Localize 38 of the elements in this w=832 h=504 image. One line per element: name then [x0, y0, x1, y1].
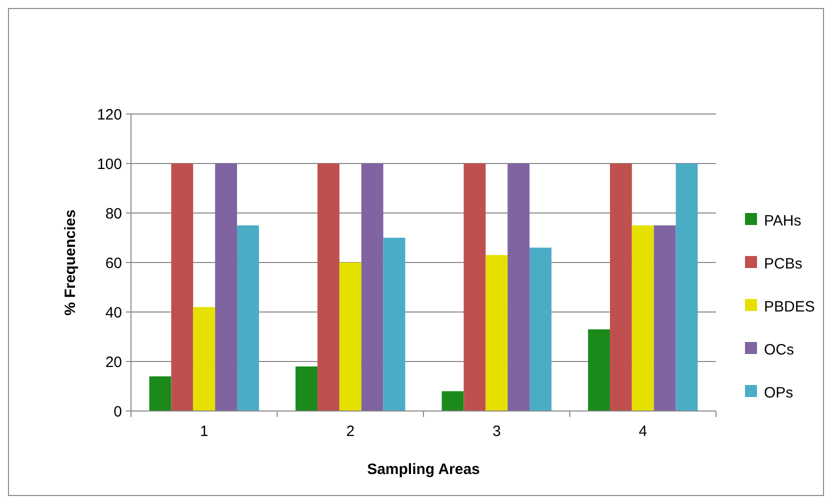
y-tick-label: 120 — [96, 106, 122, 124]
bar — [530, 248, 552, 411]
legend-label: OPs — [764, 384, 794, 402]
y-tick-label: 20 — [105, 354, 122, 371]
bar — [632, 225, 654, 411]
bar — [508, 164, 530, 411]
bar — [610, 164, 632, 411]
bar — [317, 164, 340, 411]
x-tick-label: 2 — [346, 423, 355, 440]
bar — [486, 255, 508, 411]
bar — [215, 164, 238, 411]
y-tick-label: 100 — [96, 156, 122, 173]
bar — [361, 164, 384, 411]
y-tick-label: 0 — [114, 403, 122, 420]
y-tick-label: 80 — [105, 205, 122, 222]
bar — [654, 225, 676, 411]
y-tick-label: 60 — [105, 254, 122, 272]
legend-label: OCs — [764, 341, 794, 358]
bar — [149, 376, 172, 411]
bar — [588, 329, 610, 411]
x-axis-title: Sampling Areas — [367, 461, 480, 478]
bar — [171, 164, 194, 411]
bar — [676, 164, 698, 411]
legend-label: PAHs — [764, 212, 802, 230]
x-tick-label: 3 — [492, 423, 501, 440]
legend-label: PCBs — [764, 255, 802, 272]
bar — [237, 225, 259, 411]
bar — [193, 307, 216, 411]
x-tick-label: 4 — [638, 423, 648, 440]
y-tick-label: 40 — [105, 304, 122, 322]
bar — [339, 262, 362, 411]
bar — [464, 164, 486, 411]
bar — [442, 391, 464, 411]
bar — [296, 366, 318, 411]
legend-label: PBDES — [764, 298, 815, 316]
y-axis-title: % Frequencies — [62, 210, 79, 316]
bar — [383, 238, 406, 411]
x-tick-label: 1 — [200, 423, 208, 440]
